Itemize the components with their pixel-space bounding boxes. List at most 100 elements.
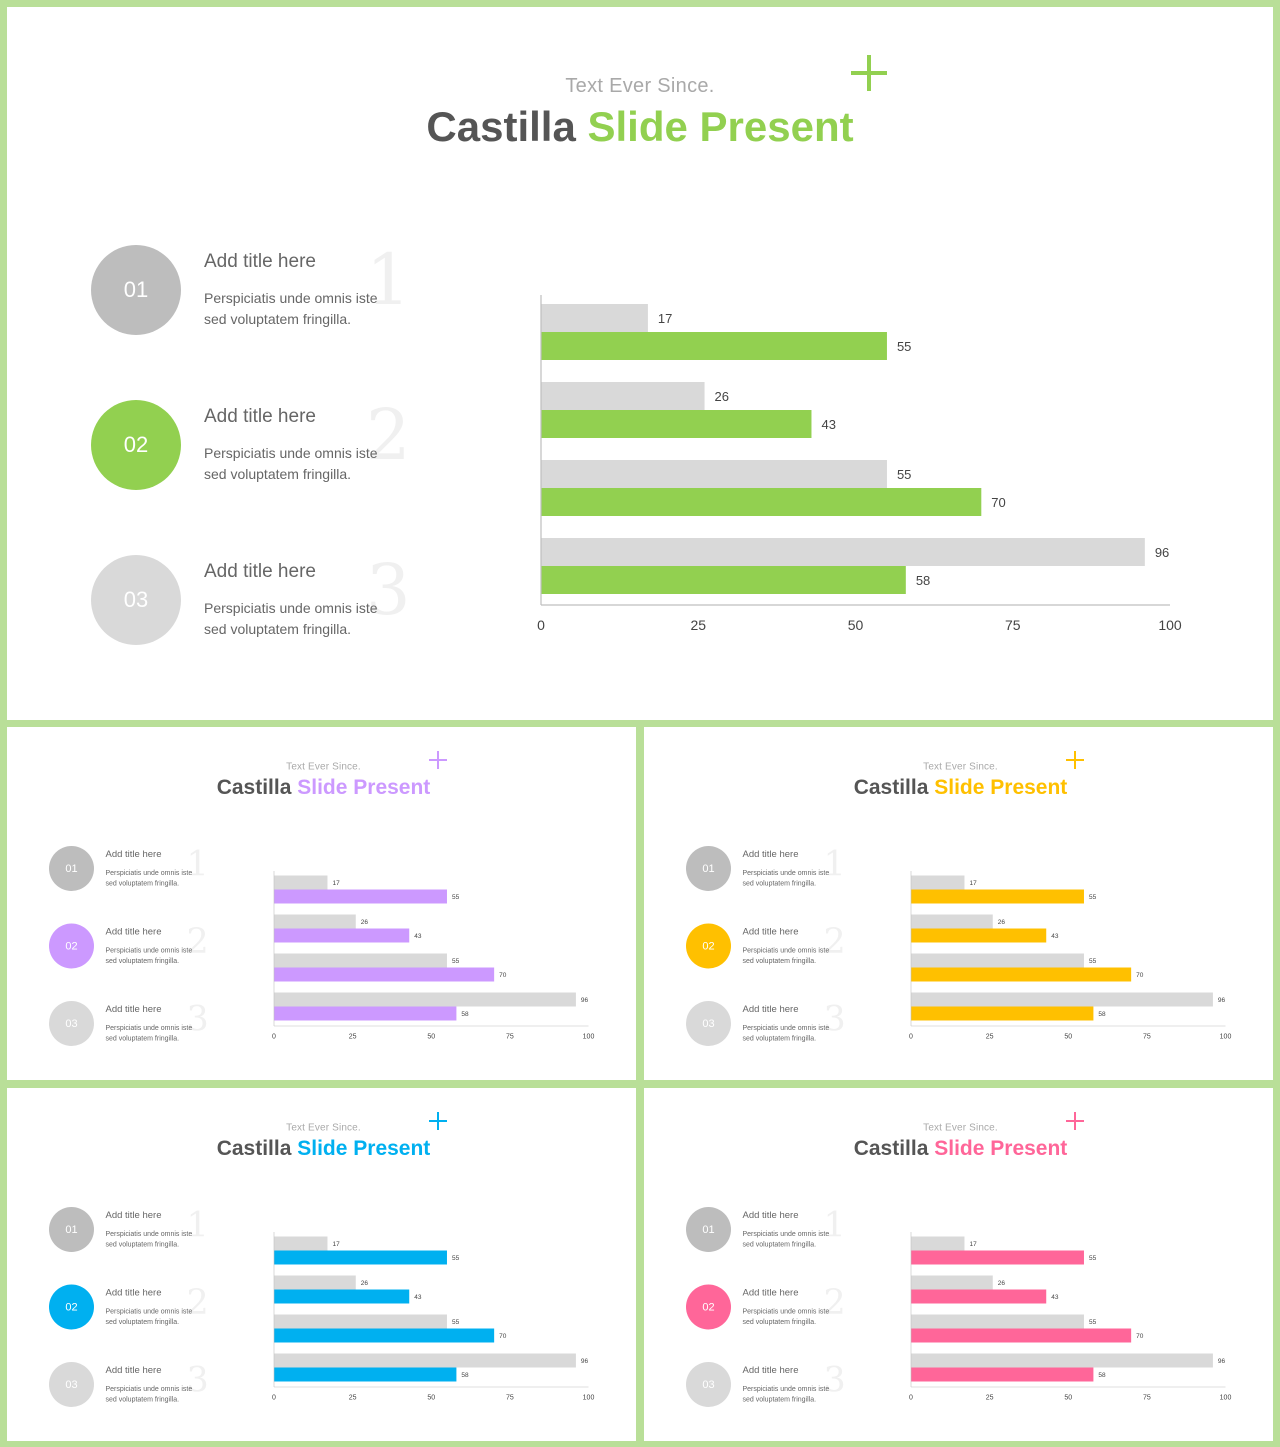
bar [541, 488, 982, 516]
title-part2: Slide Present [587, 103, 854, 150]
tick-label: 25 [690, 617, 706, 633]
bar [541, 332, 887, 360]
item-description: Perspiciatis unde omnis iste sed volupta… [204, 445, 378, 482]
item-title: Add title here [204, 251, 316, 272]
slide-blue[interactable]: Text Ever Since. Castilla Slide Present … [7, 1088, 636, 1441]
big-number: 3 [823, 998, 846, 1039]
bar [274, 1328, 495, 1343]
bar [274, 928, 410, 943]
tick-label: 100 [1220, 1034, 1232, 1041]
data-label: 70 [1136, 972, 1144, 979]
big-number: 3 [823, 1359, 846, 1400]
data-label: 43 [821, 417, 835, 432]
subtitle: Text Ever Since. [923, 761, 998, 772]
bar [274, 1289, 410, 1304]
bar [911, 953, 1084, 968]
data-label: 17 [658, 311, 672, 326]
bar [911, 1289, 1047, 1304]
bar-chart: 17 55 26 43 55 70 96 58 0 25 50 75 100 [272, 1232, 594, 1402]
title-part1: Castilla [216, 1136, 292, 1160]
tick-label: 0 [909, 1034, 913, 1041]
tick-label: 50 [427, 1034, 435, 1041]
big-number: 1 [186, 843, 209, 884]
data-label: 96 [1218, 997, 1226, 1004]
bar [911, 1314, 1084, 1329]
big-number: 2 [186, 1281, 209, 1323]
tick-label: 0 [272, 1395, 276, 1402]
bar [541, 382, 705, 410]
slide-pink[interactable]: Text Ever Since. Castilla Slide Present … [644, 1088, 1273, 1441]
data-label: 26 [998, 1280, 1006, 1287]
data-label: 70 [1136, 1333, 1144, 1340]
data-label: 17 [332, 880, 340, 887]
list-item: 2 02 Add title here Perspiciatis unde om… [686, 1282, 856, 1331]
list-item: 1 01 Add title here Perspiciatis unde om… [49, 1204, 219, 1253]
data-label: 43 [414, 1294, 422, 1301]
plus-icon [429, 1112, 447, 1130]
number-circle: 02 [686, 1284, 731, 1330]
subtitle: Text Ever Since. [923, 1122, 998, 1133]
slide-yellow[interactable]: Text Ever Since. Castilla Slide Present … [644, 727, 1273, 1080]
title-part2: Slide Present [297, 1136, 431, 1160]
list-item: 1 01 Add title here Perspiciatis unde om… [49, 843, 219, 892]
list-item: 3 03 Add title here Perspiciatis unde om… [686, 998, 856, 1047]
data-label: 58 [1098, 1372, 1106, 1379]
item-title: Add title here [742, 1210, 799, 1221]
data-label: 70 [991, 495, 1005, 510]
number-circle: 03 [686, 1001, 731, 1046]
tick-label: 0 [909, 1395, 913, 1402]
data-label: 26 [715, 389, 729, 404]
item-title: Add title here [105, 1004, 162, 1015]
data-label: 43 [1051, 1294, 1059, 1301]
tick-label: 50 [1064, 1034, 1072, 1041]
data-label: 55 [1089, 894, 1097, 901]
item-title: Add title here [742, 926, 799, 938]
data-label: 70 [499, 972, 507, 979]
item-description: Perspiciatis unde omnis iste sed volupta… [742, 1229, 830, 1249]
tick-label: 75 [506, 1034, 514, 1041]
item-title: Add title here [105, 1365, 162, 1376]
item-title: Add title here [204, 561, 316, 582]
tick-label: 100 [1220, 1395, 1232, 1402]
slide-title: Castilla Slide Present [7, 775, 636, 799]
bar-chart: 17 55 26 43 55 70 96 58 0 25 50 75 100 [909, 1232, 1232, 1402]
item-title: Add title here [105, 1287, 162, 1299]
big-number: 1 [823, 1204, 846, 1245]
slide-purple[interactable]: Text Ever Since. Castilla Slide Present … [7, 727, 636, 1080]
data-label: 55 [452, 958, 460, 965]
data-label: 55 [897, 339, 911, 354]
data-label: 96 [581, 997, 589, 1004]
list-item: 1 01 Add title here Perspiciatis unde om… [91, 239, 431, 337]
data-label: 58 [461, 1011, 469, 1018]
tick-label: 25 [349, 1034, 357, 1041]
bar [541, 304, 648, 332]
tick-label: 75 [506, 1395, 514, 1402]
number-circle: 03 [91, 555, 181, 645]
tick-label: 0 [537, 617, 545, 633]
slide-main[interactable]: Text Ever Since. Castilla Slide Present … [7, 7, 1273, 720]
title-part2: Slide Present [934, 1136, 1068, 1160]
bar [911, 1250, 1084, 1265]
bar [274, 953, 447, 968]
title-part1: Castilla [853, 1136, 929, 1160]
number-circle: 01 [686, 1207, 731, 1252]
big-number: 1 [186, 1204, 209, 1245]
tick-label: 75 [1005, 617, 1021, 633]
list-item: 2 02 Add title here Perspiciatis unde om… [49, 1281, 219, 1331]
item-title: Add title here [105, 849, 162, 860]
data-label: 55 [1089, 958, 1097, 965]
item-title: Add title here [105, 926, 162, 938]
item-description: Perspiciatis unde omnis iste sed volupta… [105, 1384, 193, 1404]
list-item: 1 01 Add title here Perspiciatis unde om… [686, 843, 856, 892]
number-circle: 03 [686, 1362, 731, 1407]
title-part1: Castilla [216, 775, 292, 799]
data-label: 55 [897, 467, 911, 482]
tick-label: 0 [272, 1034, 276, 1041]
bar [911, 928, 1047, 943]
list-item: 1 01 Add title here Perspiciatis unde om… [686, 1204, 856, 1253]
data-label: 96 [581, 1358, 589, 1365]
data-label: 43 [414, 933, 422, 940]
bar [911, 1275, 993, 1290]
bar [274, 1006, 457, 1021]
data-label: 58 [916, 573, 930, 588]
